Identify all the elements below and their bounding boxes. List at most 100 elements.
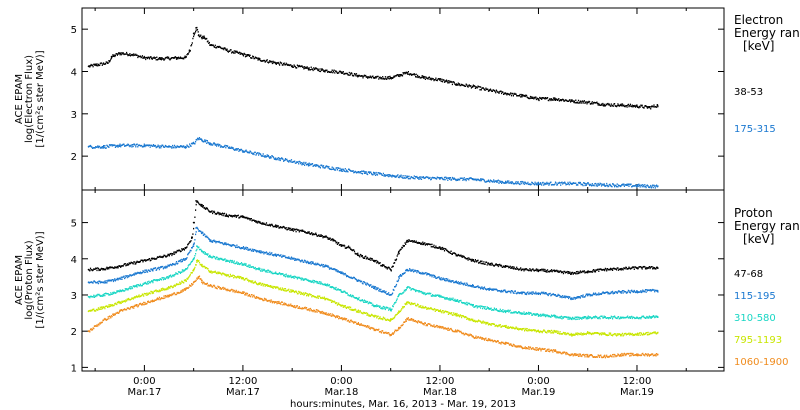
proton-series-47-68-point-5 [168, 254, 170, 257]
proton-y-ticks: 1 2 3 4 5 [71, 219, 724, 374]
proton-series-795-1193-point-35 [603, 333, 605, 335]
proton-series-47-68-point-18 [324, 236, 326, 239]
electron-series-38-53-point-3 [110, 55, 113, 58]
proton-series-47-68-point-13 [242, 216, 244, 219]
proton-series-115-195-point-28 [471, 285, 474, 287]
proton-legend-title-2: Energy range [734, 219, 800, 233]
electron-series-175-315-point-19 [537, 182, 540, 185]
proton-series-115-195-point-16 [307, 261, 310, 264]
proton-series-1060-1900-point-35 [603, 355, 605, 358]
electron-legend: Electron Energy range [keV] 38-53 175-315 [734, 13, 800, 135]
electron-legend-entry-175-315: 175-315 [734, 124, 776, 135]
proton-series-1060-1900-point-7 [192, 281, 195, 284]
proton-series-115-195-point-1 [102, 281, 105, 284]
electron-series-38-53-point-24 [324, 69, 326, 72]
proton-series-47-68-point-37 [570, 272, 573, 275]
proton-series-47-68-point-42 [656, 266, 659, 269]
proton-series-47-68-point-6 [184, 247, 187, 249]
proton-y-tick-label-4: 5 [71, 219, 77, 230]
proton-series-115-195-point-39 [656, 289, 659, 292]
electron-series-38-53-point-44 [648, 106, 651, 109]
electron-series-175-315-point-6 [192, 142, 195, 145]
proton-series-310-580-point-26 [455, 299, 458, 302]
proton-series-1060-1900-point-27 [471, 335, 474, 338]
proton-legend: Proton Energy range [keV] 47-68 115-195 31… [734, 206, 800, 368]
x-axis-label: hours:minutes, Mar. 16, 2013 - Mar. 19, … [290, 399, 516, 410]
proton-series-1060-1900-point-32 [554, 350, 556, 352]
proton-series-1060-1900-point-20 [373, 328, 376, 331]
proton-series-1060-1900-point-26 [455, 330, 458, 333]
proton-series-47-68-point-24 [381, 265, 384, 267]
proton-series-795-1193-point-0 [87, 310, 90, 313]
electron-series-175-315-point-9 [209, 142, 212, 145]
proton-series-310-580-point-1 [102, 294, 105, 296]
proton-series-1060-1900-point-9 [201, 281, 203, 284]
proton-series-1060-1900-point-15 [291, 304, 294, 307]
x-tick-time-5: 12:00 [623, 376, 652, 387]
proton-series-115-195-point-31 [521, 292, 523, 295]
electron-series-175-315-point-1 [102, 145, 105, 148]
proton-series-310-580-point-0 [87, 295, 90, 298]
electron-series-175-315-point-10 [242, 150, 244, 153]
x-tick-date-1: Mar.17 [226, 387, 260, 398]
proton-series-795-1193-point-17 [324, 297, 326, 300]
x-tick-time-2: 0:00 [330, 376, 352, 387]
proton-series-115-195-point-8 [195, 227, 198, 229]
proton-series-310-580-point-2 [118, 290, 121, 293]
proton-series-115-195-point-26 [439, 277, 441, 280]
proton-y-tick-label-1: 2 [71, 327, 77, 338]
proton-series-1060-1900-point-25 [439, 326, 441, 329]
proton-legend-entry-1060-1900: 1060-1900 [734, 357, 789, 368]
proton-series-115-195-point-37 [619, 291, 622, 293]
proton-legend-entry-47-68: 47-68 [734, 269, 763, 280]
proton-series-795-1193-point-38 [656, 332, 659, 334]
proton-series-47-68-point-7 [191, 236, 193, 239]
proton-series-1060-1900-point-0 [87, 330, 90, 333]
proton-series-115-195-point-23 [398, 276, 400, 278]
electron-series-38-53-point-15 [203, 36, 206, 39]
proton-series-310-580-trace [88, 246, 659, 321]
proton-series-310-580-point-20 [373, 304, 376, 307]
proton-series-795-1193-point-23 [406, 301, 408, 304]
proton-series-310-580-point-37 [636, 316, 638, 319]
x-tick-date-0: Mar.17 [127, 387, 161, 398]
proton-series-310-580-point-34 [586, 316, 589, 319]
proton-series-1060-1900-point-33 [570, 353, 573, 356]
electron-series-38-53-point-33 [471, 85, 474, 88]
electron-series-38-53-point-23 [307, 67, 310, 70]
electron-series-38-53-point-19 [242, 53, 244, 56]
proton-series-310-580-point-24 [422, 292, 425, 295]
proton-series-795-1193-point-26 [455, 314, 458, 316]
electron-series-175-315-point-13 [340, 168, 343, 171]
proton-series-47-68-point-14 [258, 221, 261, 224]
electron-series-38-53-point-12 [195, 27, 198, 29]
electron-series-38-53-point-10 [188, 49, 191, 52]
electron-plot-frame [81, 7, 725, 191]
electron-y-label-line1: ACE EPAM [14, 74, 25, 124]
proton-series-47-68-point-27 [406, 239, 408, 242]
proton-series-795-1193-point-2 [118, 301, 121, 304]
electron-series-38-53-point-11 [192, 32, 195, 35]
electron-series-38-53-point-14 [201, 36, 203, 39]
proton-y-label-line3: [1/(cm²s ster MeV)] [35, 231, 46, 328]
proton-series-795-1193-point-16 [307, 294, 310, 296]
proton-series-1060-1900-point-21 [389, 333, 392, 336]
electron-series-175-315-point-14 [373, 173, 376, 175]
electron-series-38-53-point-43 [636, 105, 638, 108]
proton-series-795-1193-point-24 [422, 306, 425, 309]
proton-series-115-195-point-3 [135, 272, 138, 275]
proton-series-115-195-point-4 [151, 268, 154, 271]
electron-x-ticks [94, 8, 687, 190]
proton-series-1060-1900-point-24 [422, 323, 425, 325]
proton-series-1060-1900-point-10 [209, 285, 212, 287]
proton-series-310-580-point-16 [307, 279, 310, 282]
electron-series-38-53-point-37 [537, 98, 540, 100]
proton-series-115-195-point-18 [340, 272, 343, 275]
proton-series-795-1193-point-27 [471, 319, 474, 322]
proton-series-795-1193-point-22 [398, 310, 400, 313]
electron-series-38-53-point-18 [225, 49, 228, 52]
proton-series-310-580-point-17 [324, 283, 326, 285]
electron-series-175-315-point-17 [471, 178, 474, 181]
proton-series-47-68-point-8 [192, 221, 195, 224]
